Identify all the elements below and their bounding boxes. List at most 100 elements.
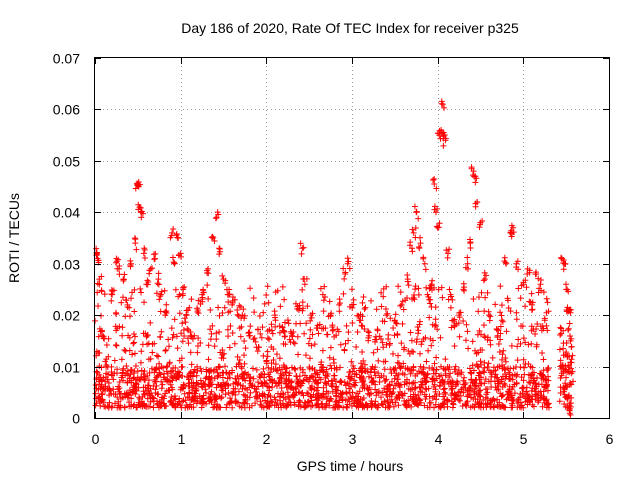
data-point — [153, 352, 160, 359]
data-point — [375, 390, 382, 397]
data-point — [207, 336, 214, 343]
data-point — [298, 250, 305, 257]
data-point — [239, 312, 246, 319]
data-point — [238, 315, 245, 322]
data-point — [260, 352, 267, 359]
data-point — [429, 337, 436, 344]
data-point — [344, 401, 351, 408]
data-point — [360, 378, 367, 385]
data-point — [353, 344, 360, 351]
data-point — [272, 365, 279, 372]
data-point — [229, 404, 236, 411]
data-point — [307, 393, 314, 400]
data-point — [482, 272, 489, 279]
data-point — [330, 326, 337, 333]
data-point — [242, 397, 249, 404]
data-point — [261, 379, 268, 386]
data-point — [226, 344, 233, 351]
data-point — [216, 251, 223, 258]
data-point — [544, 387, 551, 394]
data-point — [172, 396, 179, 403]
data-point — [119, 324, 126, 331]
data-point — [566, 352, 573, 359]
data-point — [114, 394, 121, 401]
data-point — [171, 395, 178, 402]
data-point — [567, 359, 574, 366]
data-point — [232, 398, 239, 405]
data-point — [292, 366, 299, 373]
data-point — [498, 403, 505, 410]
data-point — [539, 350, 546, 357]
data-point — [238, 323, 245, 330]
data-point — [238, 404, 245, 411]
data-point — [329, 388, 336, 395]
data-point — [281, 319, 288, 326]
data-point — [437, 334, 444, 341]
data-point — [235, 380, 242, 387]
data-point — [116, 385, 123, 392]
data-point — [507, 308, 514, 315]
data-point — [187, 372, 194, 379]
data-point — [515, 285, 522, 292]
data-point — [429, 365, 436, 372]
data-point — [525, 341, 532, 348]
data-point — [190, 368, 197, 375]
data-point — [299, 307, 306, 314]
data-point — [210, 368, 217, 375]
data-point — [131, 333, 138, 340]
data-point — [265, 299, 272, 306]
data-point — [295, 351, 302, 358]
data-point — [359, 299, 366, 306]
data-point — [560, 340, 567, 347]
data-point — [540, 395, 547, 402]
data-point — [227, 308, 234, 315]
data-point — [172, 403, 179, 410]
data-point — [534, 320, 541, 327]
data-point — [159, 381, 166, 388]
data-point — [470, 367, 477, 374]
data-point — [222, 385, 229, 392]
data-point — [343, 322, 350, 329]
data-point — [514, 357, 521, 364]
data-point — [219, 272, 226, 279]
data-point — [121, 346, 128, 353]
data-point — [98, 273, 105, 280]
data-point — [415, 215, 422, 222]
data-point — [440, 386, 447, 393]
data-point — [477, 347, 484, 354]
data-point — [152, 366, 159, 373]
data-point — [187, 328, 194, 335]
data-point — [297, 240, 304, 247]
data-point — [124, 304, 131, 311]
data-point — [476, 376, 483, 383]
data-point — [567, 379, 574, 386]
data-point — [524, 270, 531, 277]
data-point — [150, 382, 157, 389]
data-point — [307, 384, 314, 391]
data-point — [432, 388, 439, 395]
data-point — [197, 377, 204, 384]
data-point — [372, 398, 379, 405]
data-point — [209, 233, 216, 240]
data-point — [130, 375, 137, 382]
data-point — [516, 403, 523, 410]
data-point — [98, 377, 105, 384]
data-point — [289, 333, 296, 340]
data-point — [404, 278, 411, 285]
y-axis-label: ROTI / TECUs — [6, 193, 22, 283]
data-point — [341, 346, 348, 353]
data-point — [135, 201, 142, 208]
data-point — [364, 328, 371, 335]
data-point — [322, 379, 329, 386]
data-point — [262, 397, 269, 404]
data-point — [205, 295, 212, 302]
data-point — [208, 330, 215, 337]
data-point — [320, 369, 327, 376]
data-point — [563, 281, 570, 288]
data-point — [417, 350, 424, 357]
data-point — [184, 394, 191, 401]
data-point — [489, 354, 496, 361]
data-point — [460, 384, 467, 391]
data-point — [260, 309, 267, 316]
data-point — [302, 352, 309, 359]
